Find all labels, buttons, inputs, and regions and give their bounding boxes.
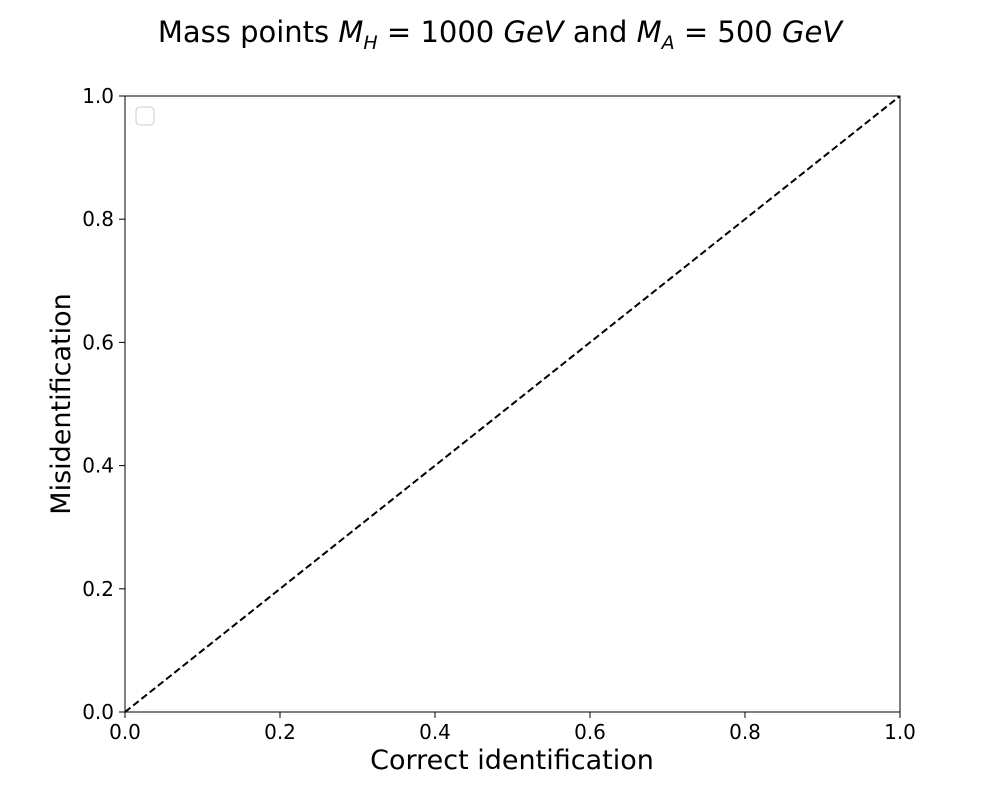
title-unit-2: GeV [782,15,844,49]
title-mh-subscript: H [363,32,377,54]
x-tick-label: 0.4 [419,720,451,744]
x-axis-ticks: 0.0 0.2 0.4 0.6 0.8 1.0 [109,712,916,744]
y-tick-label: 0.8 [82,207,114,231]
y-tick-label: 0.0 [82,700,114,724]
x-axis-label: Correct identification [370,745,654,776]
title-ma-subscript: A [660,32,675,54]
title-unit-1: GeV [503,15,565,49]
axes-frame [124,95,901,713]
x-tick-label: 1.0 [884,720,916,744]
y-tick-label: 0.6 [82,330,114,354]
y-tick-label: 0.2 [82,577,114,601]
legend-box [135,106,155,126]
y-tick-label: 0.4 [82,454,114,478]
title-prefix: Mass points [158,15,339,49]
x-tick-label: 0.6 [574,720,606,744]
title-mh-value: = 1000 [378,15,504,49]
y-axis-ticks: 0.0 0.2 0.4 0.6 0.8 1.0 [82,84,125,724]
title-ma-symbol: M [637,15,662,49]
title-mh-symbol: M [338,15,363,49]
x-tick-label: 0.0 [109,720,141,744]
title-and: and [564,15,637,49]
plot-area [124,95,901,713]
chart-title: Mass points MH = 1000 GeV and MA = 500 G… [158,15,844,54]
x-tick-label: 0.8 [729,720,761,744]
y-axis-label: Misidentification [46,293,77,514]
series-line-0 [124,95,901,713]
y-tick-label: 1.0 [82,84,114,108]
title-ma-value: = 500 [675,15,782,49]
x-tick-label: 0.2 [264,720,296,744]
